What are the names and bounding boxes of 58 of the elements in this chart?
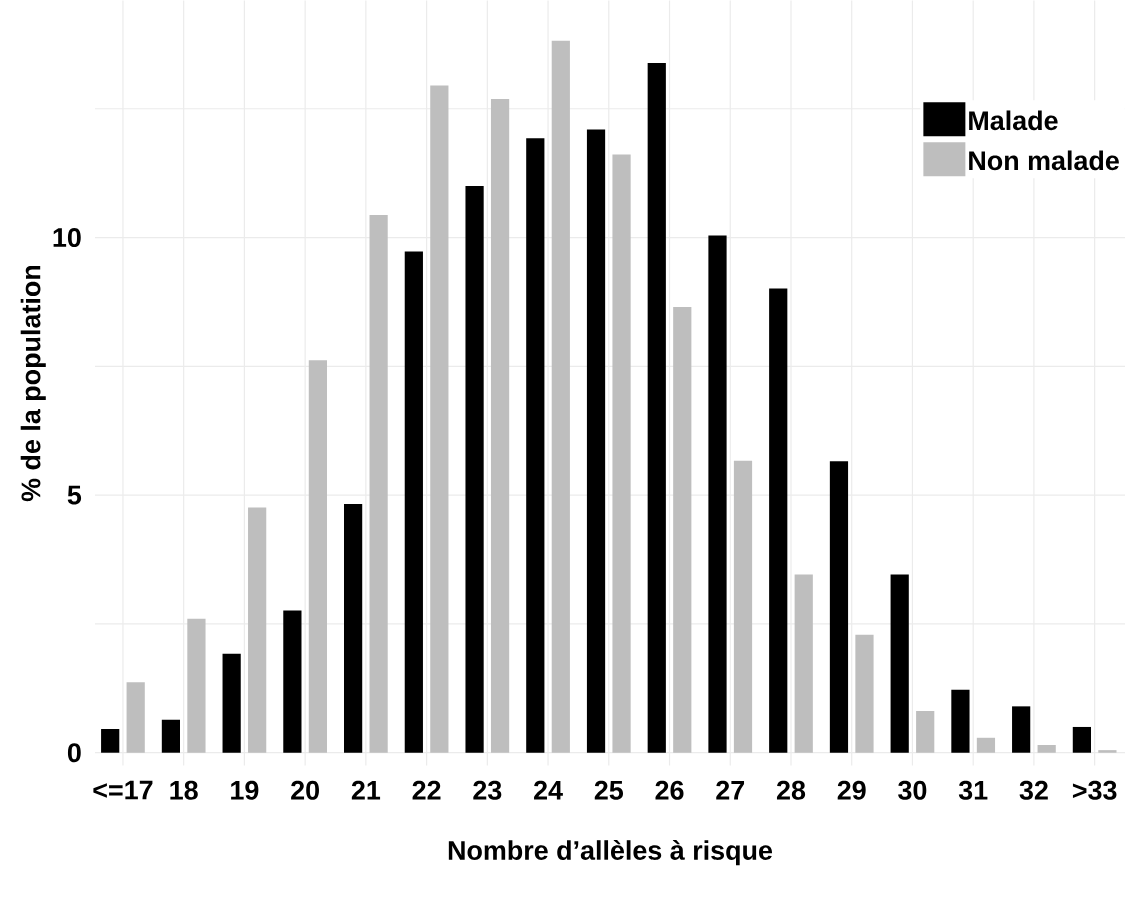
x-tick-label: 30	[898, 780, 927, 801]
x-tick-label: <=17	[93, 780, 153, 800]
bar	[187, 618, 206, 753]
bar	[1098, 750, 1117, 753]
bar	[1012, 706, 1031, 753]
legend-label: Malade	[969, 110, 1058, 131]
bar	[673, 307, 692, 753]
x-tick-label: 18	[170, 780, 198, 801]
bar	[248, 507, 267, 753]
x-tick-label: 20	[291, 780, 319, 801]
bar	[430, 85, 449, 753]
bar	[490, 99, 510, 753]
bar	[1037, 745, 1056, 753]
x-tick-label: 24	[534, 780, 563, 800]
bar	[916, 711, 935, 753]
x-tick-label: 28	[776, 780, 806, 801]
bar	[404, 251, 423, 753]
x-tick-label: 25	[594, 780, 624, 801]
x-tick-label: 31	[958, 780, 988, 801]
x-tick-label: 27	[716, 780, 745, 800]
bar	[890, 574, 909, 753]
x-tick-label: 23	[473, 780, 502, 801]
x-tick-label: 22	[412, 780, 441, 800]
bar	[612, 154, 631, 753]
y-tick-label: 5	[67, 485, 82, 505]
bar	[369, 215, 388, 753]
bar	[769, 288, 788, 753]
bar	[126, 682, 145, 753]
y-tick-label: 10	[53, 228, 81, 248]
bar	[161, 719, 181, 753]
bar	[308, 360, 327, 753]
bar	[708, 235, 727, 753]
x-tick-label: 32	[1019, 780, 1048, 801]
y-tick-label: 0	[67, 743, 81, 763]
y-axis-title: % de la population	[20, 266, 46, 502]
x-tick-label: 19	[231, 780, 259, 801]
bar	[551, 40, 570, 753]
bar	[465, 186, 484, 753]
bar	[794, 574, 813, 753]
bar	[829, 461, 849, 753]
bar	[344, 504, 363, 753]
legend-label: Non malade	[969, 150, 1119, 171]
bar	[855, 634, 874, 753]
x-tick-label: >33	[1072, 780, 1117, 801]
bar	[283, 610, 302, 753]
bar	[1072, 727, 1091, 753]
bar	[733, 460, 753, 753]
bar	[526, 138, 545, 753]
bar	[951, 690, 970, 753]
bar	[976, 737, 996, 753]
x-axis-title: Nombre d’allèles à risque	[448, 840, 773, 866]
bar	[647, 63, 666, 753]
bar	[222, 654, 241, 753]
x-tick-label: 26	[655, 780, 684, 801]
x-tick-label: 29	[837, 780, 866, 801]
bar	[586, 129, 606, 753]
x-tick-label: 21	[351, 780, 381, 800]
bar	[101, 729, 120, 753]
